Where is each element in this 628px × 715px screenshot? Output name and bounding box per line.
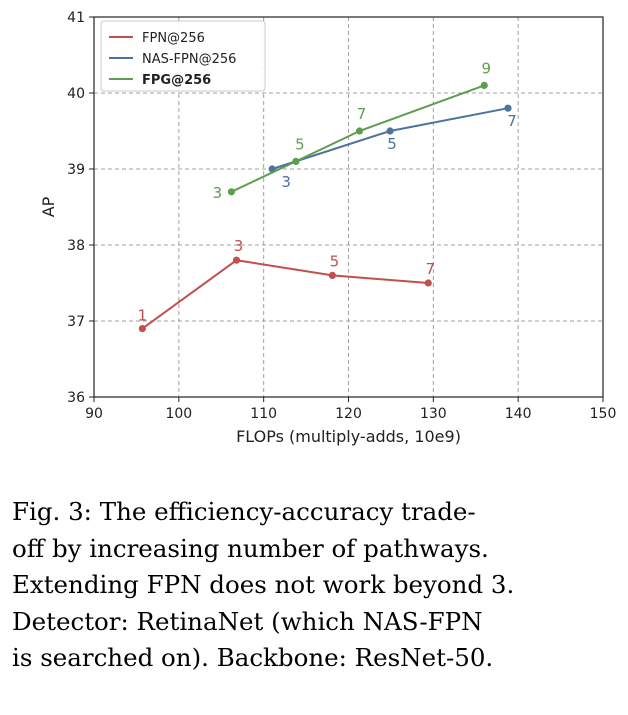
legend-label: NAS-FPN@256: [142, 52, 236, 67]
x-tick-label: 120: [335, 406, 362, 422]
data-point: [328, 271, 336, 279]
data-point: [504, 104, 512, 112]
series-line-fpg-256: [231, 84, 485, 193]
caption-line-2: off by increasing number of pathways.: [12, 533, 489, 563]
data-point: [232, 256, 241, 264]
x-tick-label: 140: [505, 406, 532, 422]
x-axis-title: FLOPs (multiply-adds, 10e9): [236, 427, 461, 446]
y-tick-label: 40: [67, 86, 85, 102]
x-tick-label: 100: [165, 406, 192, 422]
legend: FPN@256 NAS-FPN@256 FPG@256: [100, 20, 266, 92]
point-label: 9: [481, 59, 491, 77]
point-label: 3: [234, 237, 244, 255]
series-layer: 1 3 5 7 3 5 7 3 5 7 9: [138, 59, 517, 333]
caption-line-4: Detector: RetinaNet (which NAS-FPN: [12, 606, 483, 636]
y-tick-label: 38: [67, 238, 85, 254]
point-label: 5: [295, 135, 305, 153]
legend-label: FPN@256: [142, 31, 205, 46]
y-tick-label: 39: [67, 162, 85, 178]
data-point: [424, 279, 432, 287]
data-point: [227, 188, 236, 196]
point-label: 7: [425, 260, 435, 278]
y-tick-label: 37: [67, 314, 85, 330]
caption-line-5: is searched on). Backbone: ResNet-50.: [12, 643, 494, 672]
caption-line-3: Extending FPN does not work beyond 3.: [12, 570, 515, 599]
point-label: 3: [281, 173, 291, 191]
series-nas-fpn-256: 3 5 7: [268, 104, 517, 191]
series-fpg-256: 3 5 7 9: [213, 59, 491, 201]
series-line-fpn-256: [141, 259, 429, 330]
y-axis-title: AP: [39, 196, 58, 217]
point-label: 5: [330, 252, 340, 270]
data-point: [292, 157, 300, 165]
data-point: [355, 127, 364, 135]
x-tick-label: 130: [420, 406, 447, 422]
series-fpn-256: 1 3 5 7: [138, 237, 435, 333]
point-label: 5: [387, 135, 397, 153]
x-tick-label: 90: [85, 406, 103, 422]
x-tick-label: 150: [590, 406, 617, 422]
data-point: [138, 325, 146, 333]
point-label: 7: [507, 112, 517, 130]
legend-label: FPG@256: [142, 73, 211, 88]
point-label: 1: [138, 307, 148, 325]
x-tick-label: 110: [250, 406, 277, 422]
figure-caption: Fig. 3: The efficiency-accuracy trade- o…: [12, 494, 620, 677]
point-label: 3: [213, 184, 223, 202]
legend-box: [100, 20, 266, 92]
caption-line-1: Fig. 3: The efficiency-accuracy trade-: [12, 497, 476, 526]
point-label: 7: [357, 105, 367, 123]
data-point: [480, 81, 488, 89]
data-point: [386, 127, 394, 135]
y-tick-label: 36: [67, 390, 85, 406]
y-tick-label: 41: [67, 10, 85, 26]
